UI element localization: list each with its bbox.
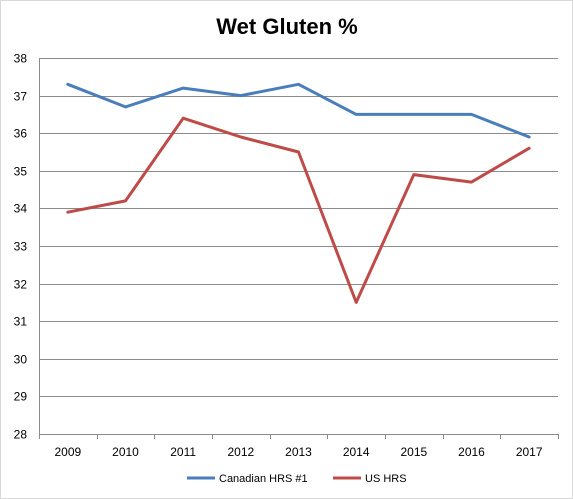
x-tick-label: 2013 [285, 445, 312, 459]
legend-label: Canadian HRS #1 [219, 473, 308, 485]
series-line-canadian-hrs-1 [66, 82, 531, 139]
x-tick-label: 2017 [516, 445, 543, 459]
legend-label: US HRS [365, 473, 407, 485]
chart-title: Wet Gluten % [216, 14, 357, 39]
y-tick-label: 38 [14, 52, 28, 66]
series-line-us-hrs [66, 116, 531, 304]
x-tick-label: 2011 [170, 445, 196, 459]
x-tick-label: 2016 [458, 445, 485, 459]
legend: Canadian HRS #1 US HRS [187, 473, 407, 485]
y-axis-tick-labels: 28 29 30 31 32 33 34 35 36 37 38 [14, 52, 28, 442]
y-tick-label: 32 [14, 278, 28, 292]
y-tick-label: 33 [14, 240, 28, 254]
x-tick-label: 2012 [227, 445, 254, 459]
y-tick-label: 35 [14, 165, 28, 179]
y-tick-label: 30 [14, 353, 28, 367]
axes [39, 58, 559, 439]
gridlines [39, 58, 558, 397]
y-tick-label: 36 [14, 127, 28, 141]
x-tick-label: 2010 [112, 445, 139, 459]
y-tick-label: 29 [14, 390, 28, 404]
x-tick-label: 2014 [343, 445, 370, 459]
y-tick-label: 28 [14, 428, 28, 442]
series-lines [66, 82, 531, 304]
y-tick-label: 31 [14, 315, 28, 329]
x-axis-tick-labels: 2009 2010 2011 2012 2013 2014 2015 2016 2017 [54, 445, 542, 459]
y-tick-label: 37 [14, 90, 28, 104]
x-tick-label: 2009 [54, 445, 81, 459]
x-tick-label: 2015 [400, 445, 427, 459]
y-tick-label: 34 [14, 202, 28, 216]
